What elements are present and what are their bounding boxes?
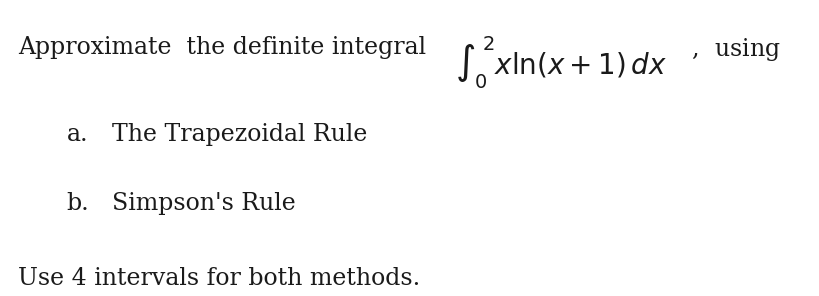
Text: Simpson's Rule: Simpson's Rule (111, 192, 295, 215)
Text: $\int_0^{\,2} x\ln(x+1)\,dx$: $\int_0^{\,2} x\ln(x+1)\,dx$ (455, 35, 666, 91)
Text: $\,$,  using: $\,$, using (687, 36, 780, 63)
Text: a.: a. (66, 123, 88, 146)
Text: Approximate  the definite integral: Approximate the definite integral (18, 36, 441, 59)
Text: b.: b. (66, 192, 89, 215)
Text: The Trapezoidal Rule: The Trapezoidal Rule (111, 123, 367, 146)
Text: Use 4 intervals for both methods.: Use 4 intervals for both methods. (18, 267, 419, 290)
